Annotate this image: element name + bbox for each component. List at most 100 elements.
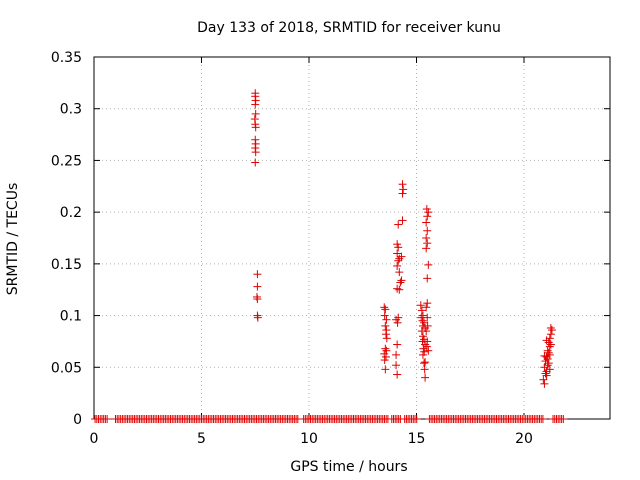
data-point — [393, 240, 402, 249]
chart-title: Day 133 of 2018, SRMTID for receiver kun… — [197, 20, 501, 36]
y-tick-label: 0.2 — [60, 205, 82, 221]
data-point — [381, 321, 390, 330]
data-point — [544, 348, 553, 357]
y-tick-label: 0.1 — [60, 309, 82, 325]
data-point — [423, 299, 432, 308]
x-tick-label: 15 — [408, 431, 426, 447]
data-point — [541, 369, 550, 378]
data-point — [423, 274, 432, 283]
data-point — [381, 305, 390, 314]
data-point — [418, 350, 427, 359]
data-point — [423, 212, 432, 221]
data-point — [253, 295, 262, 304]
data-point — [544, 359, 553, 368]
data-point — [253, 270, 262, 279]
data-point — [420, 359, 429, 368]
axes: 0 0.05 0.1 0.15 0.2 0.25 0.3 0.35 0 5 10 15 20 — [51, 50, 611, 447]
data-point — [422, 205, 431, 214]
data-point — [542, 371, 551, 380]
data-point — [253, 313, 262, 322]
data-point — [422, 234, 431, 242]
zero-point — [559, 415, 568, 423]
data-point — [545, 350, 554, 359]
data-point — [392, 350, 401, 359]
data-point — [393, 340, 402, 349]
data-point — [382, 334, 391, 343]
y-tick-label: 0 — [73, 412, 82, 428]
data-point — [393, 249, 402, 258]
data-point — [393, 370, 402, 379]
data-point — [398, 216, 407, 225]
data-point — [422, 218, 431, 227]
data-point — [380, 303, 389, 312]
y-tick-label: 0.15 — [51, 257, 82, 273]
data-point — [540, 379, 549, 388]
data-point — [416, 301, 425, 310]
data-point — [422, 327, 431, 336]
data-point — [253, 282, 262, 291]
data-point — [380, 311, 389, 320]
data-point — [381, 344, 390, 353]
data-point — [420, 365, 429, 374]
data-point — [421, 358, 430, 367]
data-point — [392, 361, 401, 370]
y-tick-label: 0.05 — [51, 360, 82, 376]
data-point — [251, 109, 260, 118]
data-point — [395, 285, 404, 294]
data-point — [545, 365, 554, 374]
data-point — [397, 252, 406, 261]
data-point — [394, 220, 403, 229]
data-point — [423, 321, 432, 330]
data-point — [421, 373, 430, 382]
x-tick-label: 10 — [300, 431, 318, 447]
data-point — [393, 284, 402, 293]
data-point — [392, 315, 401, 324]
y-tick-label: 0.25 — [51, 153, 82, 169]
data-point — [542, 352, 551, 361]
data-point — [424, 346, 433, 355]
data-point — [381, 330, 390, 339]
data-point — [398, 189, 407, 198]
zero-point — [412, 415, 421, 423]
data-point — [542, 336, 551, 345]
data-point — [540, 351, 549, 360]
zero-point — [538, 415, 547, 423]
data-point — [422, 303, 431, 312]
data-point — [380, 356, 389, 365]
data-point — [395, 268, 404, 277]
data-point — [393, 261, 402, 270]
data-point — [423, 313, 432, 322]
data-point — [545, 334, 554, 343]
data-point — [540, 363, 549, 372]
grid-lines — [94, 57, 610, 419]
data-point — [544, 338, 553, 347]
data-point — [394, 313, 403, 322]
data-point — [396, 278, 405, 287]
data-point — [422, 342, 431, 351]
x-tick-label: 5 — [197, 431, 206, 447]
data-point — [423, 226, 432, 235]
data-point — [543, 346, 552, 355]
data-point — [381, 365, 390, 374]
data-point — [423, 239, 432, 248]
data-point — [251, 158, 260, 167]
data-point — [417, 306, 426, 315]
y-axis-label: SRMTID / TECUs — [5, 183, 21, 296]
y-tick-label: 0.35 — [51, 50, 82, 66]
zero-point — [103, 415, 112, 423]
data-point — [382, 315, 391, 324]
data-point — [251, 123, 260, 132]
data-point — [399, 185, 408, 194]
data-point — [251, 148, 260, 157]
data-point — [547, 326, 556, 335]
data-point — [394, 256, 403, 265]
x-tick-label: 20 — [515, 431, 533, 447]
data-point — [539, 375, 548, 384]
data-point — [395, 254, 404, 263]
data-point — [546, 340, 555, 349]
data-point — [424, 260, 433, 269]
x-axis-label: GPS time / hours — [290, 459, 407, 475]
data-points — [91, 89, 568, 423]
data-point — [420, 335, 429, 344]
